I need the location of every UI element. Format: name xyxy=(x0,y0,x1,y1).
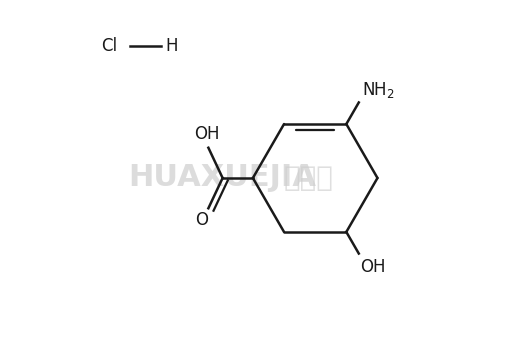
Text: HUAXUEJIA: HUAXUEJIA xyxy=(128,163,316,193)
Text: OH: OH xyxy=(360,258,386,276)
Text: NH$_2$: NH$_2$ xyxy=(361,80,394,100)
Text: O: O xyxy=(196,211,209,229)
Text: Cl: Cl xyxy=(101,37,118,55)
Text: 化学加: 化学加 xyxy=(283,164,333,192)
Text: OH: OH xyxy=(194,125,219,143)
Text: H: H xyxy=(166,37,178,55)
